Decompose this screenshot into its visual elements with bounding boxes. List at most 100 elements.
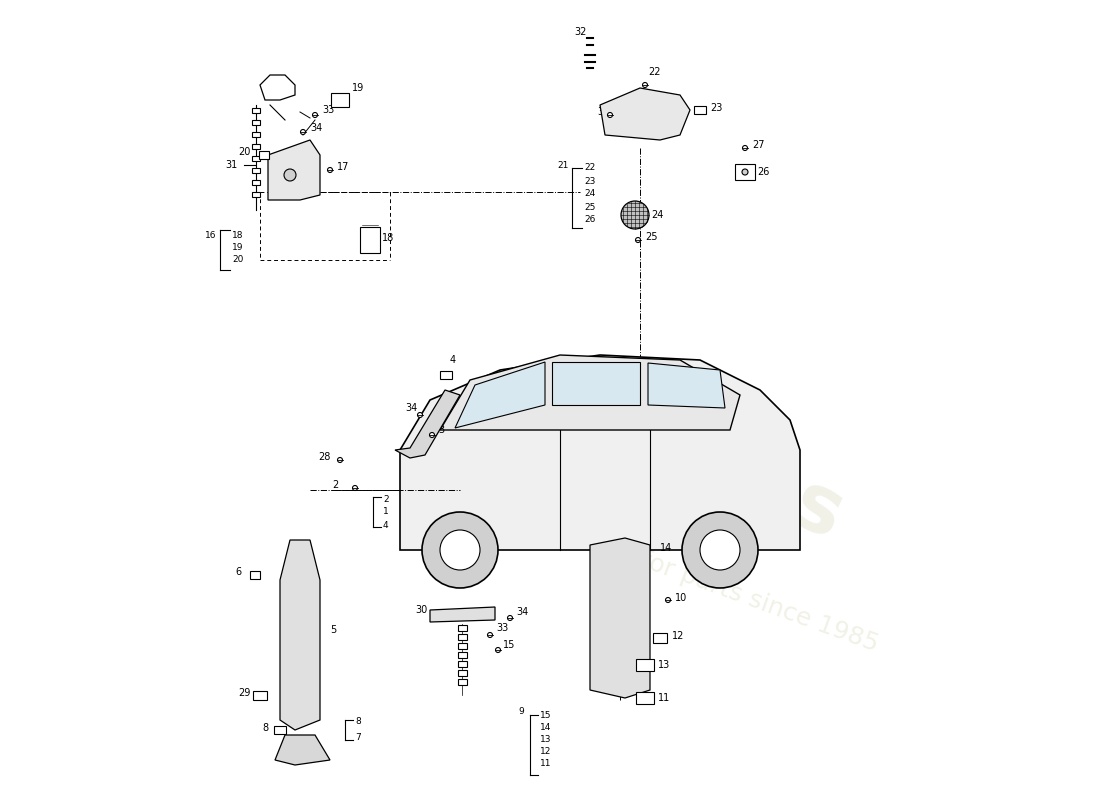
Text: 16: 16 <box>205 230 217 239</box>
Text: 23: 23 <box>584 177 595 186</box>
Polygon shape <box>590 538 650 698</box>
Circle shape <box>338 458 342 462</box>
Circle shape <box>621 201 649 229</box>
Polygon shape <box>600 88 690 140</box>
Circle shape <box>487 633 493 638</box>
Text: 15: 15 <box>540 710 551 719</box>
Bar <box>458 634 466 640</box>
Bar <box>252 191 260 197</box>
Text: 19: 19 <box>232 243 243 253</box>
Polygon shape <box>455 362 544 428</box>
Text: 32: 32 <box>574 27 586 37</box>
Text: 23: 23 <box>710 103 723 113</box>
Text: 22: 22 <box>584 163 595 173</box>
Polygon shape <box>648 363 725 408</box>
Bar <box>252 119 260 125</box>
Polygon shape <box>275 735 330 765</box>
Bar <box>253 690 267 699</box>
Circle shape <box>429 433 434 438</box>
Bar <box>653 633 667 643</box>
Text: 19: 19 <box>352 83 364 93</box>
Text: 20: 20 <box>238 147 251 157</box>
Text: 3: 3 <box>438 425 444 435</box>
Circle shape <box>642 82 648 87</box>
Text: 13: 13 <box>540 734 551 743</box>
Circle shape <box>495 647 500 653</box>
Text: 29: 29 <box>238 688 251 698</box>
Text: a passion for parts since 1985: a passion for parts since 1985 <box>518 504 882 656</box>
Bar <box>250 571 260 579</box>
Text: 24: 24 <box>584 190 595 198</box>
Bar <box>458 670 466 676</box>
Text: 4: 4 <box>450 355 456 365</box>
Polygon shape <box>260 75 295 100</box>
Text: 18: 18 <box>382 233 394 243</box>
Text: 30: 30 <box>415 605 427 615</box>
Text: 34: 34 <box>405 403 417 413</box>
Polygon shape <box>440 355 740 430</box>
Text: 24: 24 <box>651 210 663 220</box>
Text: 26: 26 <box>584 215 595 225</box>
Circle shape <box>312 113 318 118</box>
Circle shape <box>422 512 498 588</box>
Text: 17: 17 <box>337 162 350 172</box>
Text: 18: 18 <box>232 230 243 239</box>
Text: 2: 2 <box>332 480 339 490</box>
Circle shape <box>742 146 748 150</box>
Text: 8: 8 <box>355 718 361 726</box>
Text: 12: 12 <box>540 746 551 755</box>
Polygon shape <box>430 607 495 622</box>
Bar <box>440 371 452 379</box>
Text: 5: 5 <box>330 625 337 635</box>
Text: 28: 28 <box>318 452 330 462</box>
Text: 8: 8 <box>262 723 268 733</box>
Bar <box>252 155 260 161</box>
Bar <box>252 143 260 149</box>
Text: 20: 20 <box>232 255 243 265</box>
Circle shape <box>352 486 358 490</box>
Bar <box>458 625 466 631</box>
Text: 9: 9 <box>518 707 524 717</box>
Circle shape <box>636 238 640 242</box>
Circle shape <box>742 169 748 175</box>
Circle shape <box>507 615 513 621</box>
Circle shape <box>418 413 422 418</box>
Bar <box>694 106 706 114</box>
Bar <box>252 131 260 137</box>
Text: 11: 11 <box>658 693 670 703</box>
Bar <box>331 93 349 107</box>
Text: 34: 34 <box>516 607 528 617</box>
Text: 33: 33 <box>496 623 508 633</box>
Polygon shape <box>268 140 320 200</box>
Circle shape <box>700 530 740 570</box>
Bar <box>636 659 654 671</box>
Circle shape <box>284 169 296 181</box>
Text: 15: 15 <box>503 640 516 650</box>
Text: ares: ares <box>645 403 856 557</box>
Bar <box>252 167 260 173</box>
Text: 26: 26 <box>757 167 769 177</box>
Text: 14: 14 <box>540 722 551 731</box>
Polygon shape <box>280 540 320 730</box>
Bar <box>636 692 654 704</box>
Text: 11: 11 <box>540 758 551 767</box>
Polygon shape <box>395 390 460 458</box>
Circle shape <box>682 512 758 588</box>
Circle shape <box>440 530 480 570</box>
Text: 4: 4 <box>383 521 388 530</box>
Text: 12: 12 <box>672 631 684 641</box>
Bar <box>458 661 466 667</box>
Polygon shape <box>552 362 640 405</box>
Circle shape <box>300 130 306 134</box>
Circle shape <box>607 113 613 118</box>
Text: 13: 13 <box>658 660 670 670</box>
Bar <box>360 227 379 253</box>
Bar <box>458 643 466 649</box>
Text: 10: 10 <box>675 593 688 603</box>
Bar <box>274 726 286 734</box>
Text: 25: 25 <box>645 232 658 242</box>
Text: 27: 27 <box>752 140 764 150</box>
Bar <box>258 151 270 159</box>
Text: 25: 25 <box>584 202 595 211</box>
Text: 1: 1 <box>383 507 388 517</box>
